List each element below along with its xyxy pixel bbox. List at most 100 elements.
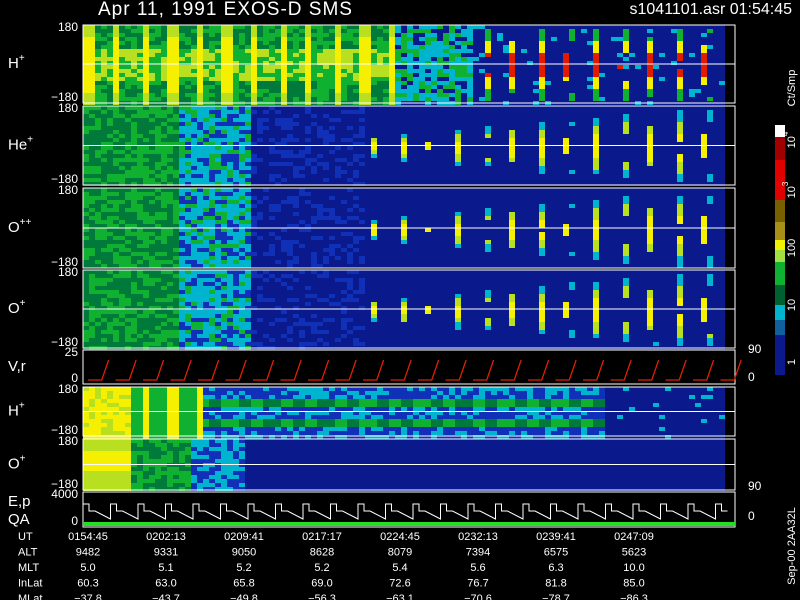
spectrogram-cell [443, 37, 449, 41]
spectrogram-cell [383, 182, 389, 186]
spectrogram-cell [167, 110, 173, 114]
spectrogram-cell [353, 65, 359, 69]
spectrogram-cell [101, 45, 107, 49]
spectrogram-cell [305, 33, 311, 37]
spectrogram-cell [539, 154, 545, 158]
spectrogram-cell [137, 61, 143, 65]
spectrogram-cell [119, 244, 125, 248]
spectrogram-cell [401, 138, 407, 142]
spectrogram-cell [257, 162, 263, 166]
spectrogram-cell [197, 260, 203, 264]
spectrogram-cell [527, 93, 533, 97]
spectrogram-cell [179, 97, 185, 101]
spectrogram-cell [233, 178, 239, 182]
spectrogram-cell [419, 61, 425, 65]
spectrogram-cell [281, 33, 287, 37]
spectrogram-cell [701, 114, 707, 118]
spectrogram-cell [287, 93, 293, 97]
spectrogram-cell [521, 170, 527, 174]
spectrogram-cell [113, 200, 119, 204]
spectrogram-cell [101, 53, 107, 57]
spectrogram-cell [701, 69, 707, 73]
spectrogram-cell [551, 174, 557, 178]
spectrogram-cell [593, 134, 599, 138]
spectrogram-cell [329, 89, 335, 93]
spectrogram-cell [581, 77, 587, 81]
spectrogram-cell [275, 37, 281, 41]
spectrogram-cell [107, 106, 113, 110]
spectrogram-cell [83, 228, 89, 232]
spectrogram-cell [287, 69, 293, 73]
spectrogram-cell [179, 228, 185, 232]
spectrogram-cell [713, 118, 719, 122]
spectrogram-cell [293, 188, 299, 192]
spectrogram-cell [527, 166, 533, 170]
spectrogram-cell [89, 252, 95, 256]
spectrogram-cell [533, 158, 539, 162]
spectrogram-cell [653, 33, 659, 37]
spectrogram-cell [245, 248, 251, 252]
spectrogram-cell [629, 65, 635, 69]
spectrogram-cell [257, 142, 263, 146]
spectrogram-cell [419, 178, 425, 182]
spectrogram-cell [329, 150, 335, 154]
spectrogram-cell [311, 170, 317, 174]
spectrogram-cell [533, 110, 539, 114]
spectrogram-cell [287, 81, 293, 85]
spectrogram-cell [497, 89, 503, 93]
spectrogram-cell [257, 232, 263, 236]
spectrogram-cell [521, 114, 527, 118]
spectrogram-cell [179, 61, 185, 65]
spectrogram-cell [587, 126, 593, 130]
spectrogram-cell [389, 166, 395, 170]
spectrogram-cell [113, 204, 119, 208]
spectrogram-cell [263, 212, 269, 216]
spectrogram-cell [587, 182, 593, 186]
spectrogram-cell [263, 37, 269, 41]
spectrogram-cell [209, 37, 215, 41]
spectrogram-cell [257, 110, 263, 114]
spectrogram-cell [149, 166, 155, 170]
spectrogram-cell [191, 89, 197, 93]
spectrogram-cell [149, 53, 155, 57]
spectrogram-cell [581, 170, 587, 174]
spectrogram-cell [107, 208, 113, 212]
spectrogram-cell [185, 256, 191, 260]
spectrogram-cell [395, 122, 401, 126]
spectrogram-cell [239, 118, 245, 122]
spectrogram-cell [191, 61, 197, 65]
spectrogram-cell [311, 134, 317, 138]
spectrogram-cell [377, 81, 383, 85]
spectrogram-cell [437, 61, 443, 65]
spectrogram-cell [713, 178, 719, 182]
spectrogram-cell [119, 200, 125, 204]
spectrogram-cell [509, 53, 515, 57]
spectrogram-cell [173, 192, 179, 196]
spectrogram-cell [677, 130, 683, 134]
spectrogram-cell [551, 77, 557, 81]
spectrogram-cell [167, 170, 173, 174]
spectrogram-cell [569, 162, 575, 166]
spectrogram-cell [461, 174, 467, 178]
spectrogram-cell [179, 57, 185, 61]
spectrogram-cell [719, 25, 725, 29]
spectrogram-cell [275, 85, 281, 89]
spectrogram-cell [623, 114, 629, 118]
spectrogram-cell [341, 134, 347, 138]
spectrogram-cell [275, 162, 281, 166]
spectrogram-cell [509, 118, 515, 122]
spectrogram-cell [719, 150, 725, 154]
spectrogram-cell [209, 69, 215, 73]
spectrogram-cell [143, 228, 149, 232]
spectrogram-cell [275, 244, 281, 248]
spectrogram-cell [233, 61, 239, 65]
spectrogram-cell [647, 53, 653, 57]
spectrogram-cell [599, 81, 605, 85]
spectrogram-cell [305, 166, 311, 170]
spectrogram-cell [467, 126, 473, 130]
spectrogram-cell [635, 162, 641, 166]
spectrogram-cell [551, 182, 557, 186]
spectrogram-cell [473, 170, 479, 174]
spectrogram-cell [281, 122, 287, 126]
spectrogram-cell [449, 77, 455, 81]
